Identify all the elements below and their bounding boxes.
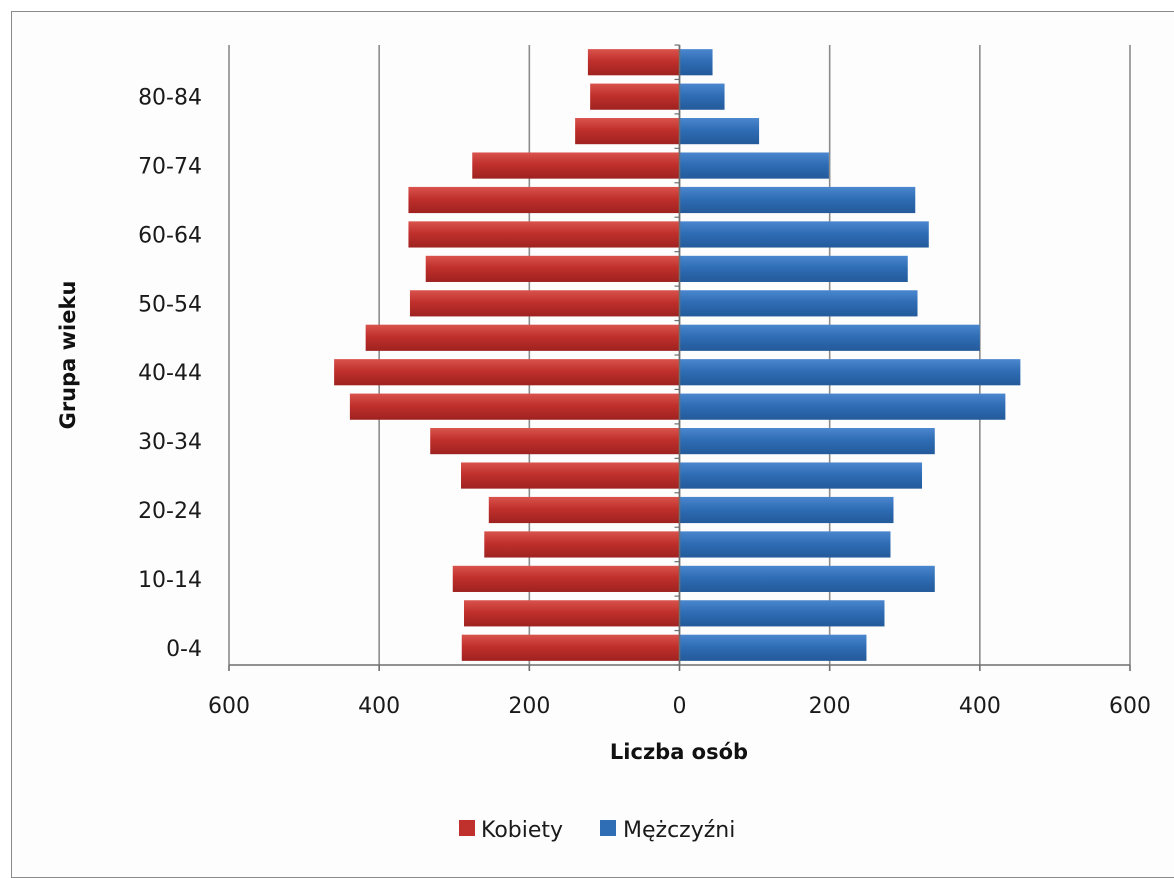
y-axis-title: Grupa wieku [56, 281, 80, 430]
y-tick-label: 0-4 [166, 637, 202, 662]
gridlines [228, 45, 1131, 665]
y-tick-label: 80-84 [138, 86, 202, 111]
bar-kobiety-5-9 [464, 600, 680, 627]
x-tick-label: 600 [208, 694, 250, 719]
bar-mezczyzni-30-34 [679, 428, 935, 455]
bar-kobiety-15-19 [484, 531, 680, 558]
axes [228, 44, 1131, 671]
bar-mezczyzni-80-84 [679, 83, 725, 110]
bar-mezczyzni-85+ [679, 49, 713, 76]
legend-swatch-mezczyzni [600, 820, 616, 836]
bar-mezczyzni-50-54 [679, 290, 918, 317]
bar-mezczyzni-15-19 [679, 531, 891, 558]
bar-mezczyzni-75-79 [679, 118, 760, 145]
bar-mezczyzni-55-59 [679, 255, 908, 282]
bar-kobiety-10-14 [452, 565, 680, 592]
bar-mezczyzni-20-24 [679, 496, 894, 524]
x-tick-label: 200 [809, 694, 851, 719]
bar-mezczyzni-45-49 [679, 324, 980, 351]
bar-kobiety-65-69 [408, 186, 680, 214]
x-tick-label: 200 [508, 694, 550, 719]
legend-label-mezczyzni: Mężczyźni [623, 818, 735, 843]
bar-kobiety-55-59 [425, 255, 680, 282]
bar-kobiety-70-74 [472, 152, 680, 179]
bar-mezczyzni-25-29 [679, 462, 923, 489]
bar-kobiety-60-64 [408, 221, 680, 248]
y-tick-label: 10-14 [138, 568, 202, 593]
y-tick-label: 50-54 [138, 292, 202, 317]
bar-mezczyzni-70-74 [679, 152, 829, 179]
bar-kobiety-0-4 [461, 634, 680, 661]
bar-kobiety-25-29 [461, 462, 680, 489]
bar-mezczyzni-10-14 [679, 565, 935, 592]
x-tick-label: 400 [959, 694, 1001, 719]
bar-mezczyzni-0-4 [679, 634, 867, 661]
y-tick-label: 30-34 [138, 430, 202, 455]
x-axis-title: Liczba osób [610, 740, 748, 764]
bar-mezczyzni-60-64 [679, 221, 929, 248]
bar-kobiety-35-39 [349, 393, 680, 420]
y-tick-labels: 0-4 10-14 20-24 30-34 40-44 50-54 60-64 70-74 80… [138, 86, 202, 662]
x-tick-labels: 600 400 200 0 200 400 600 [208, 694, 1151, 719]
y-tick-label: 40-44 [138, 361, 202, 386]
bar-mezczyzni-65-69 [679, 186, 916, 214]
legend-swatch-kobiety [459, 820, 475, 836]
y-tick-label: 60-64 [138, 223, 202, 248]
bar-kobiety-85+ [587, 49, 680, 76]
bar-kobiety-50-54 [409, 290, 680, 317]
bar-mezczyzni-40-44 [679, 359, 1021, 386]
y-tick-label: 20-24 [138, 499, 202, 524]
x-tick-label: 600 [1109, 694, 1151, 719]
bar-mezczyzni-5-9 [679, 600, 885, 627]
bar-kobiety-20-24 [488, 496, 680, 524]
x-tick-label: 0 [673, 694, 687, 719]
x-tick-label: 400 [358, 694, 400, 719]
bar-kobiety-40-44 [334, 359, 680, 386]
legend: Kobiety Mężczyźni [459, 818, 735, 843]
bar-kobiety-75-79 [575, 118, 680, 145]
bar-mezczyzni-35-39 [679, 393, 1006, 420]
legend-label-kobiety: Kobiety [481, 818, 563, 843]
bars [334, 49, 1021, 661]
bar-kobiety-45-49 [365, 324, 680, 351]
bar-kobiety-30-34 [430, 428, 680, 455]
bar-kobiety-80-84 [590, 83, 680, 110]
y-tick-label: 70-74 [138, 155, 202, 180]
